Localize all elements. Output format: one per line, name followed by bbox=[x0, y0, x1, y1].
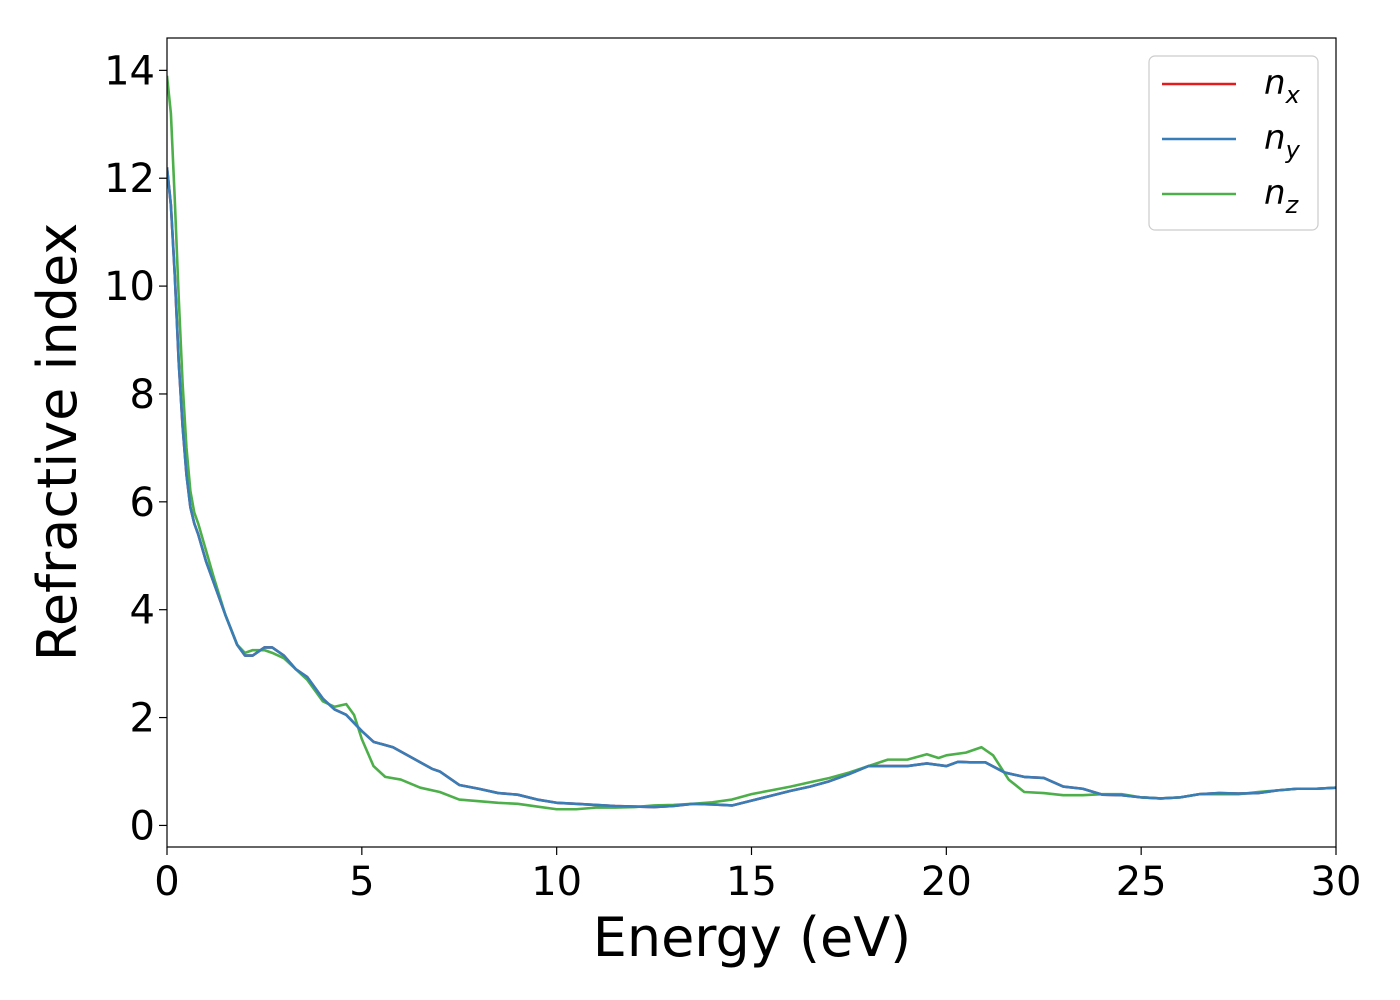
y-axis-label: Refractive index bbox=[26, 223, 89, 662]
series-layer bbox=[167, 75, 1336, 811]
x-tick-label: 0 bbox=[154, 859, 179, 905]
y-tick-label: 4 bbox=[130, 588, 155, 634]
x-axis-ticks: 0 5 10 15 20 25 30 bbox=[154, 847, 1361, 905]
y-tick-label: 12 bbox=[104, 156, 155, 202]
y-axis-ticks: 0 2 4 6 8 10 12 14 bbox=[104, 48, 167, 849]
x-tick-label: 25 bbox=[1116, 859, 1167, 905]
x-tick-label: 20 bbox=[921, 859, 972, 905]
legend: nx ny nz bbox=[1148, 55, 1319, 231]
y-tick-label: 10 bbox=[104, 264, 155, 310]
x-tick-label: 5 bbox=[349, 859, 374, 905]
y-tick-label: 2 bbox=[130, 696, 155, 742]
y-tick-label: 14 bbox=[104, 48, 155, 94]
x-axis-label: Energy (eV) bbox=[593, 906, 912, 969]
y-tick-label: 6 bbox=[130, 480, 155, 526]
series-line-ny bbox=[167, 167, 1336, 809]
x-tick-label: 10 bbox=[531, 859, 582, 905]
y-tick-label: 0 bbox=[130, 803, 155, 849]
legend-entry: nz bbox=[1264, 173, 1300, 219]
y-tick-label: 8 bbox=[130, 372, 155, 418]
legend-entry: ny bbox=[1264, 118, 1301, 164]
legend-box bbox=[1148, 55, 1319, 231]
legend-entry: nx bbox=[1264, 63, 1301, 109]
x-tick-label: 15 bbox=[726, 859, 777, 905]
x-tick-label: 30 bbox=[1311, 859, 1362, 905]
